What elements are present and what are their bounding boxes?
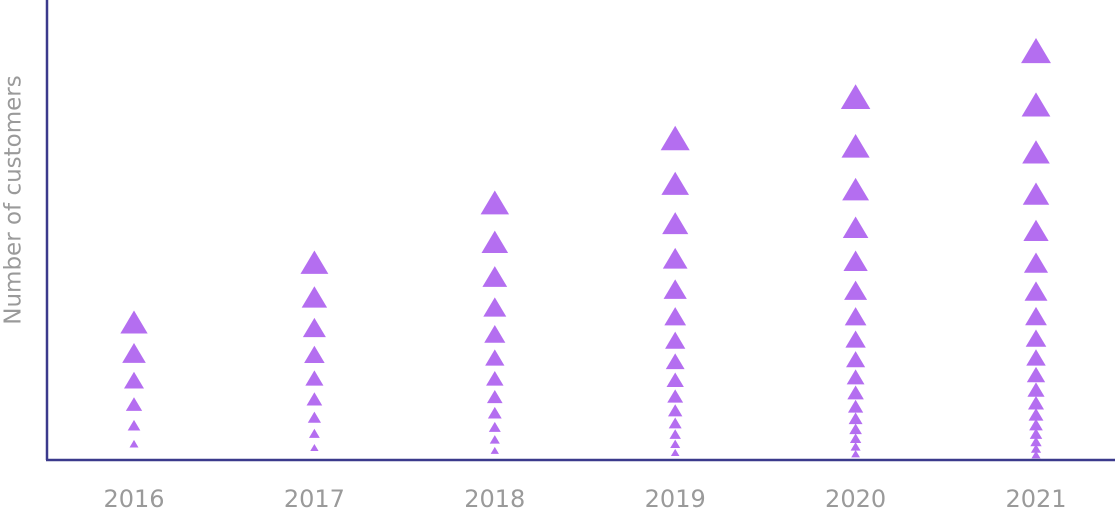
triangle: [125, 397, 143, 411]
triangle: [1026, 349, 1046, 366]
triangle: [306, 392, 323, 406]
x-tick-label: 2021: [1005, 485, 1066, 513]
triangle: [670, 439, 681, 449]
triangle: [1022, 182, 1050, 205]
triangle: [840, 84, 871, 109]
triangle: [849, 423, 862, 435]
triangle: [124, 371, 144, 389]
triangle: [1027, 382, 1045, 397]
x-tick-label: 2018: [464, 485, 525, 513]
triangle: [661, 171, 689, 195]
x-tick-label: 2017: [284, 485, 345, 513]
triangle-column: [120, 310, 148, 448]
triangle: [848, 412, 863, 425]
triangle: [845, 330, 866, 348]
triangle: [480, 190, 510, 215]
triangle: [1025, 329, 1047, 347]
triangle: [1024, 281, 1048, 301]
triangle: [846, 369, 865, 385]
triangle: [662, 247, 688, 269]
triangle: [484, 325, 506, 343]
triangle: [1029, 428, 1043, 439]
triangle-column: [660, 125, 690, 457]
triangle: [483, 297, 507, 317]
triangle: [305, 370, 324, 386]
x-tick-label: 2020: [825, 485, 886, 513]
triangle: [1026, 366, 1046, 383]
triangle: [664, 307, 687, 326]
triangle: [489, 435, 500, 444]
triangle: [1021, 92, 1051, 117]
triangle: [485, 349, 505, 366]
y-axis-label: Number of customers: [1, 75, 27, 324]
triangle: [310, 444, 319, 452]
triangle: [481, 230, 509, 253]
triangle: [844, 307, 867, 326]
triangle: [487, 406, 502, 419]
triangle: [127, 419, 141, 431]
triangle: [490, 446, 499, 454]
triangle-column: [300, 250, 329, 452]
triangle: [851, 449, 860, 458]
triangle: [1023, 252, 1049, 273]
triangle: [129, 439, 139, 448]
triangle: [1021, 38, 1051, 64]
triangle: [300, 250, 329, 274]
triangle: [1022, 140, 1050, 164]
triangle: [666, 372, 684, 388]
triangle: [1030, 444, 1042, 453]
triangle: [488, 421, 501, 432]
triangle: [844, 280, 868, 300]
triangle: [486, 370, 504, 386]
triangle: [846, 351, 866, 368]
triangle: [1029, 418, 1043, 431]
triangle: [665, 331, 686, 349]
triangle: [849, 433, 862, 443]
triangle: [120, 310, 148, 334]
triangle: [301, 286, 328, 308]
x-tick-label: 2019: [645, 485, 706, 513]
triangle: [1031, 450, 1041, 459]
triangle: [304, 345, 325, 364]
triangle: [847, 399, 864, 413]
triangle: [847, 385, 864, 400]
triangle: [842, 216, 869, 238]
triangle: [850, 442, 861, 451]
triangle: [668, 417, 682, 429]
triangle: [1027, 396, 1045, 410]
triangle: [841, 133, 870, 158]
triangle: [662, 212, 689, 235]
triangle: [670, 448, 680, 457]
triangle: [1030, 436, 1042, 447]
triangle: [668, 404, 683, 417]
triangle: [665, 353, 685, 370]
triangle: [307, 411, 322, 423]
triangle: [486, 390, 503, 404]
triangle: [302, 317, 326, 338]
triangle: [663, 279, 687, 299]
triangle: [1025, 306, 1047, 326]
triangle: [122, 342, 146, 363]
triangle: [669, 429, 681, 439]
triangle: [667, 389, 684, 403]
triangle: [309, 428, 320, 438]
triangle-column: [480, 190, 510, 454]
triangle: [1028, 408, 1044, 421]
triangle: [1023, 219, 1049, 241]
x-tick-label: 2016: [103, 485, 164, 513]
triangle: [842, 177, 870, 201]
triangle: [660, 125, 690, 151]
triangle-column: [1021, 38, 1051, 459]
triangle: [482, 266, 508, 287]
triangle: [843, 250, 868, 271]
triangle-column: [840, 84, 871, 458]
